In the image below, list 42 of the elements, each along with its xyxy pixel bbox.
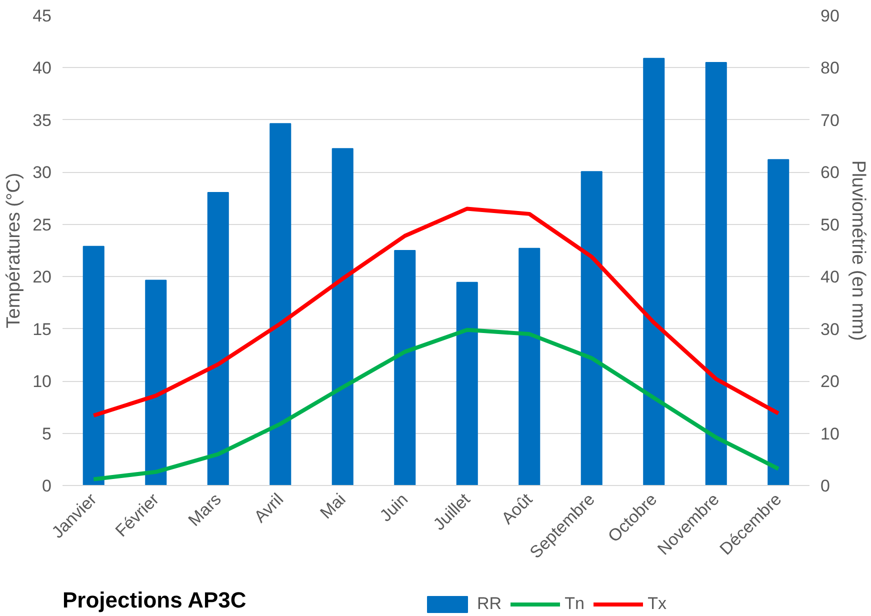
line-series	[92, 328, 780, 482]
y-tick-label: 20	[32, 268, 52, 287]
bar	[82, 246, 104, 486]
text: Projections AP3C	[62, 588, 246, 612]
y-tick-label: 0	[42, 476, 52, 496]
y-tick-label: 25	[32, 215, 52, 234]
bar	[768, 159, 790, 486]
bar	[332, 148, 354, 486]
bar	[643, 58, 665, 486]
y-tick-label: 5	[42, 424, 52, 444]
y2-tick-label: 30	[820, 320, 840, 339]
x-tick-label: Mai	[316, 490, 350, 523]
bar	[207, 192, 229, 486]
y2-tick-label: 10	[820, 424, 840, 444]
bar	[456, 282, 478, 486]
bar	[580, 171, 602, 486]
bar	[270, 123, 292, 486]
legend-label: RR	[477, 594, 502, 614]
y2-tick-label: 80	[820, 58, 840, 78]
y2-tick-label: 40	[820, 268, 840, 287]
legend-label: Tn	[564, 594, 585, 614]
bar	[145, 280, 167, 486]
y2-tick-label: 50	[820, 215, 840, 234]
bar	[518, 248, 540, 486]
y-tick-label: 40	[32, 58, 52, 78]
y2-tick-label: 0	[820, 476, 830, 496]
y-tick-label: 30	[32, 163, 52, 182]
bar	[705, 62, 727, 486]
y-tick-label: 15	[32, 320, 52, 339]
legend-label: Tx	[648, 594, 668, 614]
y-tick-label: 45	[32, 6, 52, 26]
y2-tick-label: 60	[820, 163, 840, 182]
line-series	[92, 206, 780, 418]
bar	[394, 250, 416, 486]
y2-tick-label: 70	[820, 110, 840, 130]
x-tick-label: Juin	[376, 490, 412, 526]
y2-tick-label: 20	[820, 372, 840, 392]
y-tick-label: 35	[32, 110, 52, 130]
y2-axis-title: Pluviométrie (en mm)	[847, 160, 868, 341]
y-tick-label: 10	[32, 372, 52, 392]
y2-tick-label: 90	[820, 6, 840, 26]
y-axis-title: Températures (°C)	[4, 172, 25, 328]
